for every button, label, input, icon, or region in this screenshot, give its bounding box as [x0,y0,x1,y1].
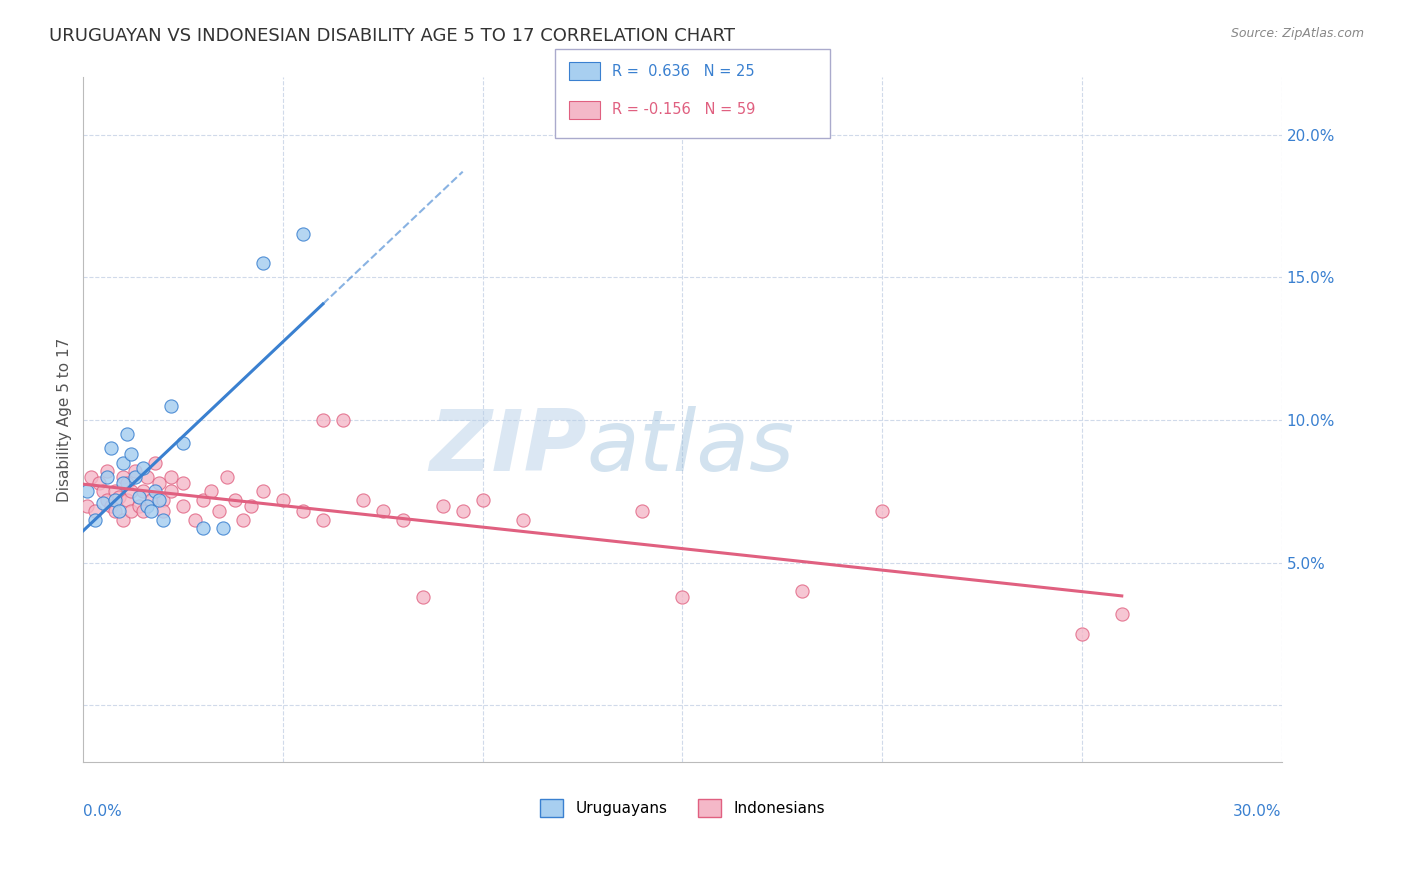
Text: 0.0%: 0.0% [83,804,122,819]
Point [191,492,214,507]
Point [132,461,155,475]
Point [152,513,174,527]
Point [332,413,354,427]
Point [112,456,135,470]
Point [792,584,814,599]
Point [252,256,274,270]
Point [96,470,118,484]
Point [84,513,107,527]
Point [112,513,135,527]
Point [451,504,474,518]
Point [89,475,111,490]
Point [671,590,693,604]
Text: ZIP: ZIP [429,406,586,489]
Point [115,475,138,490]
Point [152,504,174,518]
Point [112,475,135,490]
Point [252,484,274,499]
Point [471,492,494,507]
Point [120,447,142,461]
Point [115,427,138,442]
Point [91,496,114,510]
Point [108,490,131,504]
Text: atlas: atlas [586,406,794,489]
Point [224,492,246,507]
Point [212,521,235,535]
Point [143,456,166,470]
Point [392,513,415,527]
Point [352,492,374,507]
Point [1070,627,1092,641]
Point [291,227,314,242]
Point [512,513,534,527]
Point [136,470,159,484]
Point [432,499,454,513]
Point [91,484,114,499]
Point [172,435,194,450]
Point [76,484,98,499]
Point [191,521,214,535]
Point [172,499,194,513]
Point [100,442,122,456]
Point [141,504,163,518]
Point [104,492,127,507]
Point [172,475,194,490]
Point [152,492,174,507]
Point [108,504,131,518]
Point [76,499,98,513]
Point [412,590,434,604]
Point [232,513,254,527]
Point [104,504,127,518]
Point [371,504,394,518]
Text: 30.0%: 30.0% [1233,804,1281,819]
Text: R =  0.636   N = 25: R = 0.636 N = 25 [612,64,754,78]
Point [132,504,155,518]
Point [148,475,170,490]
Point [132,484,155,499]
Point [104,484,127,499]
Point [184,513,207,527]
Text: R = -0.156   N = 59: R = -0.156 N = 59 [612,103,755,117]
Y-axis label: Disability Age 5 to 17: Disability Age 5 to 17 [58,338,72,502]
Point [143,484,166,499]
Point [870,504,893,518]
Point [124,470,146,484]
Point [240,499,263,513]
Point [120,504,142,518]
Point [96,492,118,507]
Text: URUGUAYAN VS INDONESIAN DISABILITY AGE 5 TO 17 CORRELATION CHART: URUGUAYAN VS INDONESIAN DISABILITY AGE 5… [49,27,735,45]
Point [141,492,163,507]
Point [200,484,222,499]
Point [271,492,294,507]
Point [291,504,314,518]
Point [80,470,103,484]
Point [96,464,118,478]
Point [124,464,146,478]
Point [160,399,183,413]
Point [148,492,170,507]
Point [631,504,654,518]
Point [312,513,335,527]
Point [128,499,150,513]
Point [160,470,183,484]
Legend: Uruguayans, Indonesians: Uruguayans, Indonesians [534,792,831,823]
Point [120,484,142,499]
Point [136,499,159,513]
Point [115,492,138,507]
Point [128,490,150,504]
Point [84,504,107,518]
Point [100,499,122,513]
Point [208,504,231,518]
Point [112,470,135,484]
Point [217,470,239,484]
Point [1111,607,1133,621]
Point [312,413,335,427]
Text: Source: ZipAtlas.com: Source: ZipAtlas.com [1230,27,1364,40]
Point [160,484,183,499]
